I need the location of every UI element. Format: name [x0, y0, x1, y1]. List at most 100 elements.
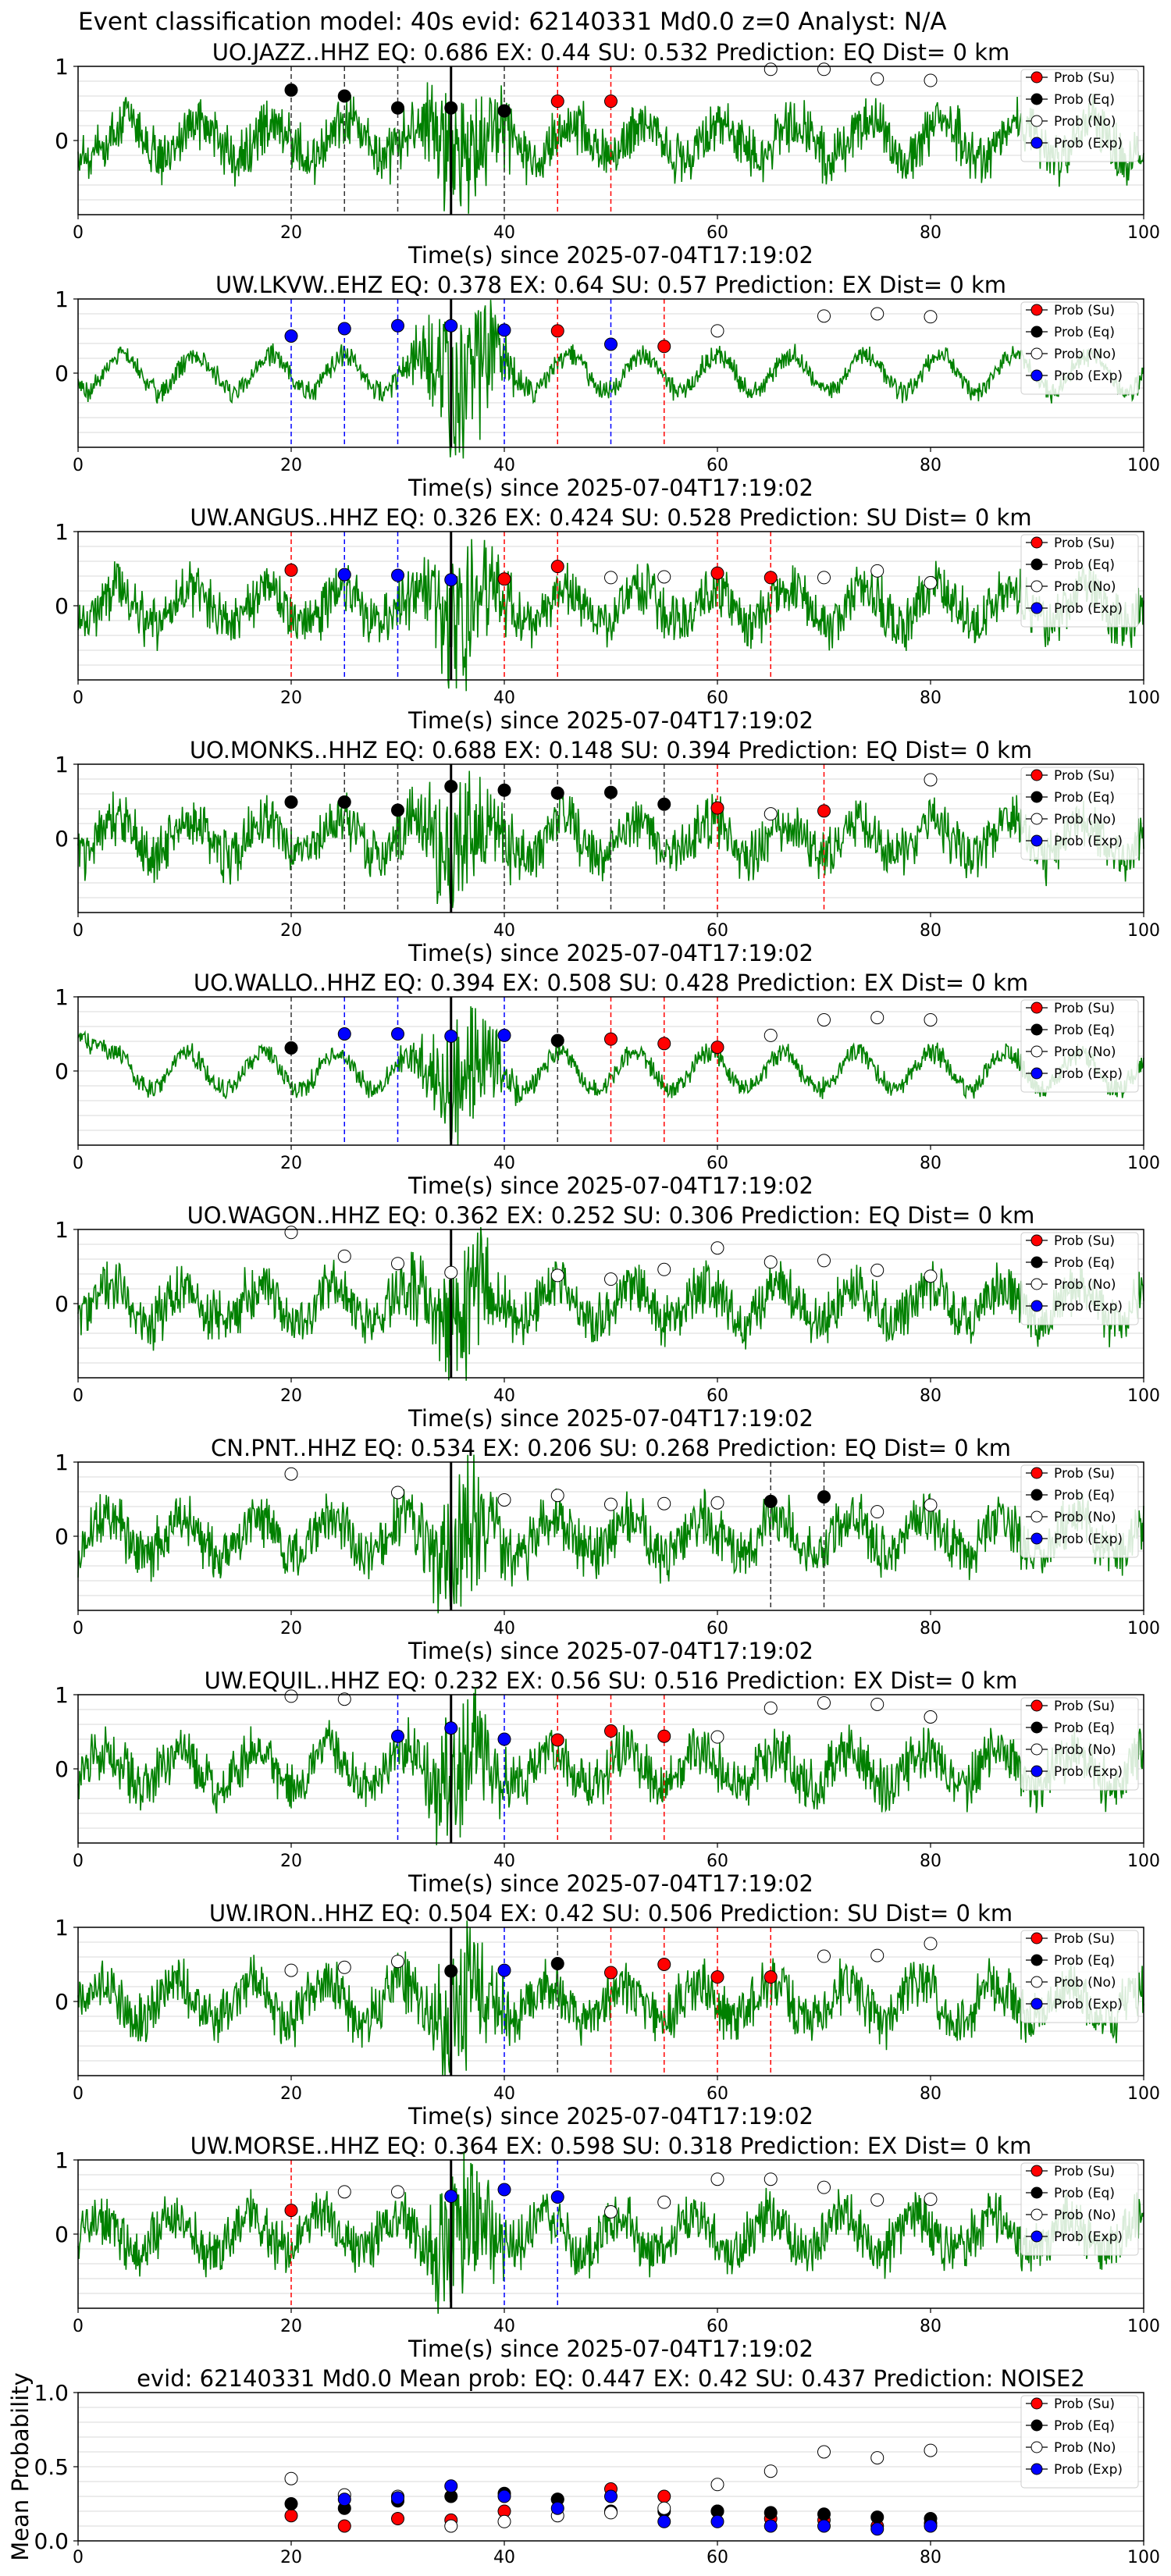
panel-title: UW.ANGUS..HHZ EQ: 0.326 EX: 0.424 SU: 0.…: [190, 504, 1031, 531]
probability-point-no: [763, 1255, 778, 1269]
probability-point-no: [657, 2195, 671, 2209]
probability-point-no: [604, 1497, 618, 1511]
x-tick-label: 100: [1127, 1154, 1160, 1173]
legend-marker-su: [1030, 1002, 1043, 1014]
x-tick-label: 80: [920, 921, 941, 941]
legend-label-exp: Prob (Exp): [1054, 601, 1123, 617]
probability-point-eq: [391, 101, 404, 115]
x-tick-label: 20: [280, 921, 302, 941]
legend-marker-exp: [1030, 1300, 1043, 1312]
mean-prob-point-no: [657, 2501, 671, 2515]
probability-point-no: [710, 1496, 724, 1510]
legend-label-su: Prob (Su): [1054, 303, 1115, 318]
panel-1: UO.JAZZ..HHZ EQ: 0.686 EX: 0.44 SU: 0.53…: [55, 39, 1160, 269]
probability-point-eq: [550, 786, 564, 800]
x-axis-label: Time(s) since 2025-07-04T17:19:02: [408, 1172, 813, 1199]
x-axis-label: Time(s) since 2025-07-04T17:19:02: [408, 475, 813, 501]
x-axis-label: Time(s) since 2025-07-04T17:19:02: [408, 242, 813, 269]
probability-point-exp: [391, 318, 404, 333]
x-tick-label: 0: [73, 688, 84, 708]
x-tick-label: 80: [920, 1852, 941, 1871]
legend-marker-eq: [1030, 326, 1043, 338]
legend-box: [1020, 2395, 1139, 2489]
legend-label-eq: Prob (Eq): [1054, 92, 1115, 108]
x-axis-label: Time(s) since 2025-07-04T17:19:02: [408, 1638, 813, 1664]
probability-point-su: [550, 560, 564, 574]
legend-marker-eq: [1030, 2186, 1043, 2199]
probability-point-no: [657, 1262, 671, 1276]
mean-prob-point-no: [444, 2519, 458, 2533]
x-tick-label: 40: [493, 1154, 515, 1173]
probability-point-no: [763, 2172, 778, 2186]
mean-prob-point-eq: [817, 2507, 831, 2521]
probability-point-no: [817, 62, 831, 76]
probability-point-exp: [497, 323, 511, 337]
legend-marker-no: [1030, 2441, 1043, 2453]
legend-box: [1020, 1697, 1139, 1791]
legend-box: [1020, 999, 1139, 1093]
x-tick-label: 60: [707, 456, 728, 475]
probability-point-no: [924, 576, 938, 590]
x-axis-label: Time(s) since 2025-07-04T17:19:02: [408, 707, 813, 734]
panel-title: UW.IRON..HHZ EQ: 0.504 EX: 0.42 SU: 0.50…: [209, 1900, 1013, 1927]
legend-marker-su: [1030, 1467, 1043, 1479]
legend-marker-eq: [1030, 1721, 1043, 1734]
legend-marker-exp: [1030, 1765, 1043, 1777]
mean-prob-point-su: [391, 2512, 404, 2525]
probability-point-no: [763, 62, 778, 76]
legend-marker-su: [1030, 2165, 1043, 2177]
x-tick-label: 40: [493, 2548, 515, 2567]
x-axis-label: Time(s) since 2025-07-04T17:19:02: [408, 2103, 813, 2129]
x-tick-label: 0: [73, 456, 84, 475]
probability-point-no: [817, 1012, 831, 1026]
y-tick-label: 1: [55, 2147, 69, 2173]
probability-point-exp: [497, 1028, 511, 1042]
probability-point-exp: [337, 322, 351, 336]
legend-label-no: Prob (No): [1054, 1510, 1116, 1525]
panel-title: CN.PNT..HHZ EQ: 0.534 EX: 0.206 SU: 0.26…: [211, 1435, 1011, 1461]
legend-label-eq: Prob (Eq): [1054, 1023, 1115, 1038]
mean-prob-point-su: [284, 2509, 298, 2523]
probability-point-eq: [444, 780, 458, 793]
probability-point-eq: [550, 1957, 564, 1971]
y-tick-label: 1: [55, 1682, 69, 1708]
probability-point-no: [657, 1496, 671, 1510]
panel-title: UO.MONKS..HHZ EQ: 0.688 EX: 0.148 SU: 0.…: [190, 737, 1032, 763]
mean-prob-point-exp: [550, 2501, 564, 2515]
x-tick-label: 40: [493, 2317, 515, 2336]
probability-point-eq: [497, 104, 511, 118]
waveform-line: [77, 1226, 1144, 1381]
x-tick-label: 60: [707, 1852, 728, 1871]
legend-label-exp: Prob (Exp): [1054, 2229, 1123, 2245]
x-tick-label: 100: [1127, 1386, 1160, 1406]
probability-point-no: [497, 1493, 511, 1507]
probability-point-no: [763, 1028, 778, 1042]
legend-marker-exp: [1030, 1532, 1043, 1545]
x-tick-label: 60: [707, 1386, 728, 1406]
probability-point-su: [817, 804, 831, 818]
legend-marker-no: [1030, 1278, 1043, 1290]
x-tick-label: 40: [493, 921, 515, 941]
probability-point-su: [710, 1970, 724, 1984]
legend-marker-no: [1030, 115, 1043, 127]
legend-label-exp: Prob (Exp): [1054, 1299, 1123, 1315]
legend-label-exp: Prob (Exp): [1054, 368, 1123, 384]
y-tick-label: 0.5: [34, 2454, 69, 2480]
probability-point-no: [924, 1269, 938, 1283]
waveform-line: [77, 300, 1144, 459]
y-tick-label: 1: [55, 1217, 69, 1243]
x-axis-label: Time(s) since 2025-07-04T17:19:02: [408, 1870, 813, 1897]
legend-box: [1020, 69, 1139, 162]
probability-point-eq: [284, 1041, 298, 1055]
probability-point-no: [710, 1730, 724, 1744]
y-axis-label: Mean Probability: [7, 2372, 34, 2561]
probability-point-no: [284, 1467, 298, 1481]
legend-label-exp: Prob (Exp): [1054, 834, 1123, 849]
x-tick-label: 100: [1127, 2317, 1160, 2336]
y-tick-label: 1: [55, 54, 69, 80]
probability-point-exp: [444, 1029, 458, 1043]
legend-box: [1020, 767, 1139, 860]
probability-point-eq: [444, 1964, 458, 1978]
legend-marker-no: [1030, 347, 1043, 360]
